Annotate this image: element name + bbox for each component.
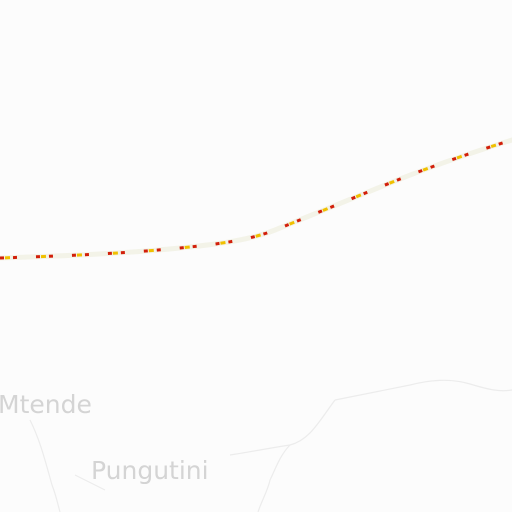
- boundary-line: [74, 474, 106, 491]
- route-accent: [0, 138, 512, 260]
- place-label-mtende: Mtende: [0, 390, 92, 419]
- boundary-line: [257, 399, 336, 512]
- boundary-line: [29, 419, 61, 512]
- boundary-line: [229, 444, 291, 456]
- place-label-pungutini: Pungutini: [91, 456, 209, 485]
- boundary-lines: [29, 379, 512, 512]
- route-casing: [0, 137, 512, 261]
- boundary-line: [334, 379, 512, 401]
- route-dashes: [0, 138, 512, 260]
